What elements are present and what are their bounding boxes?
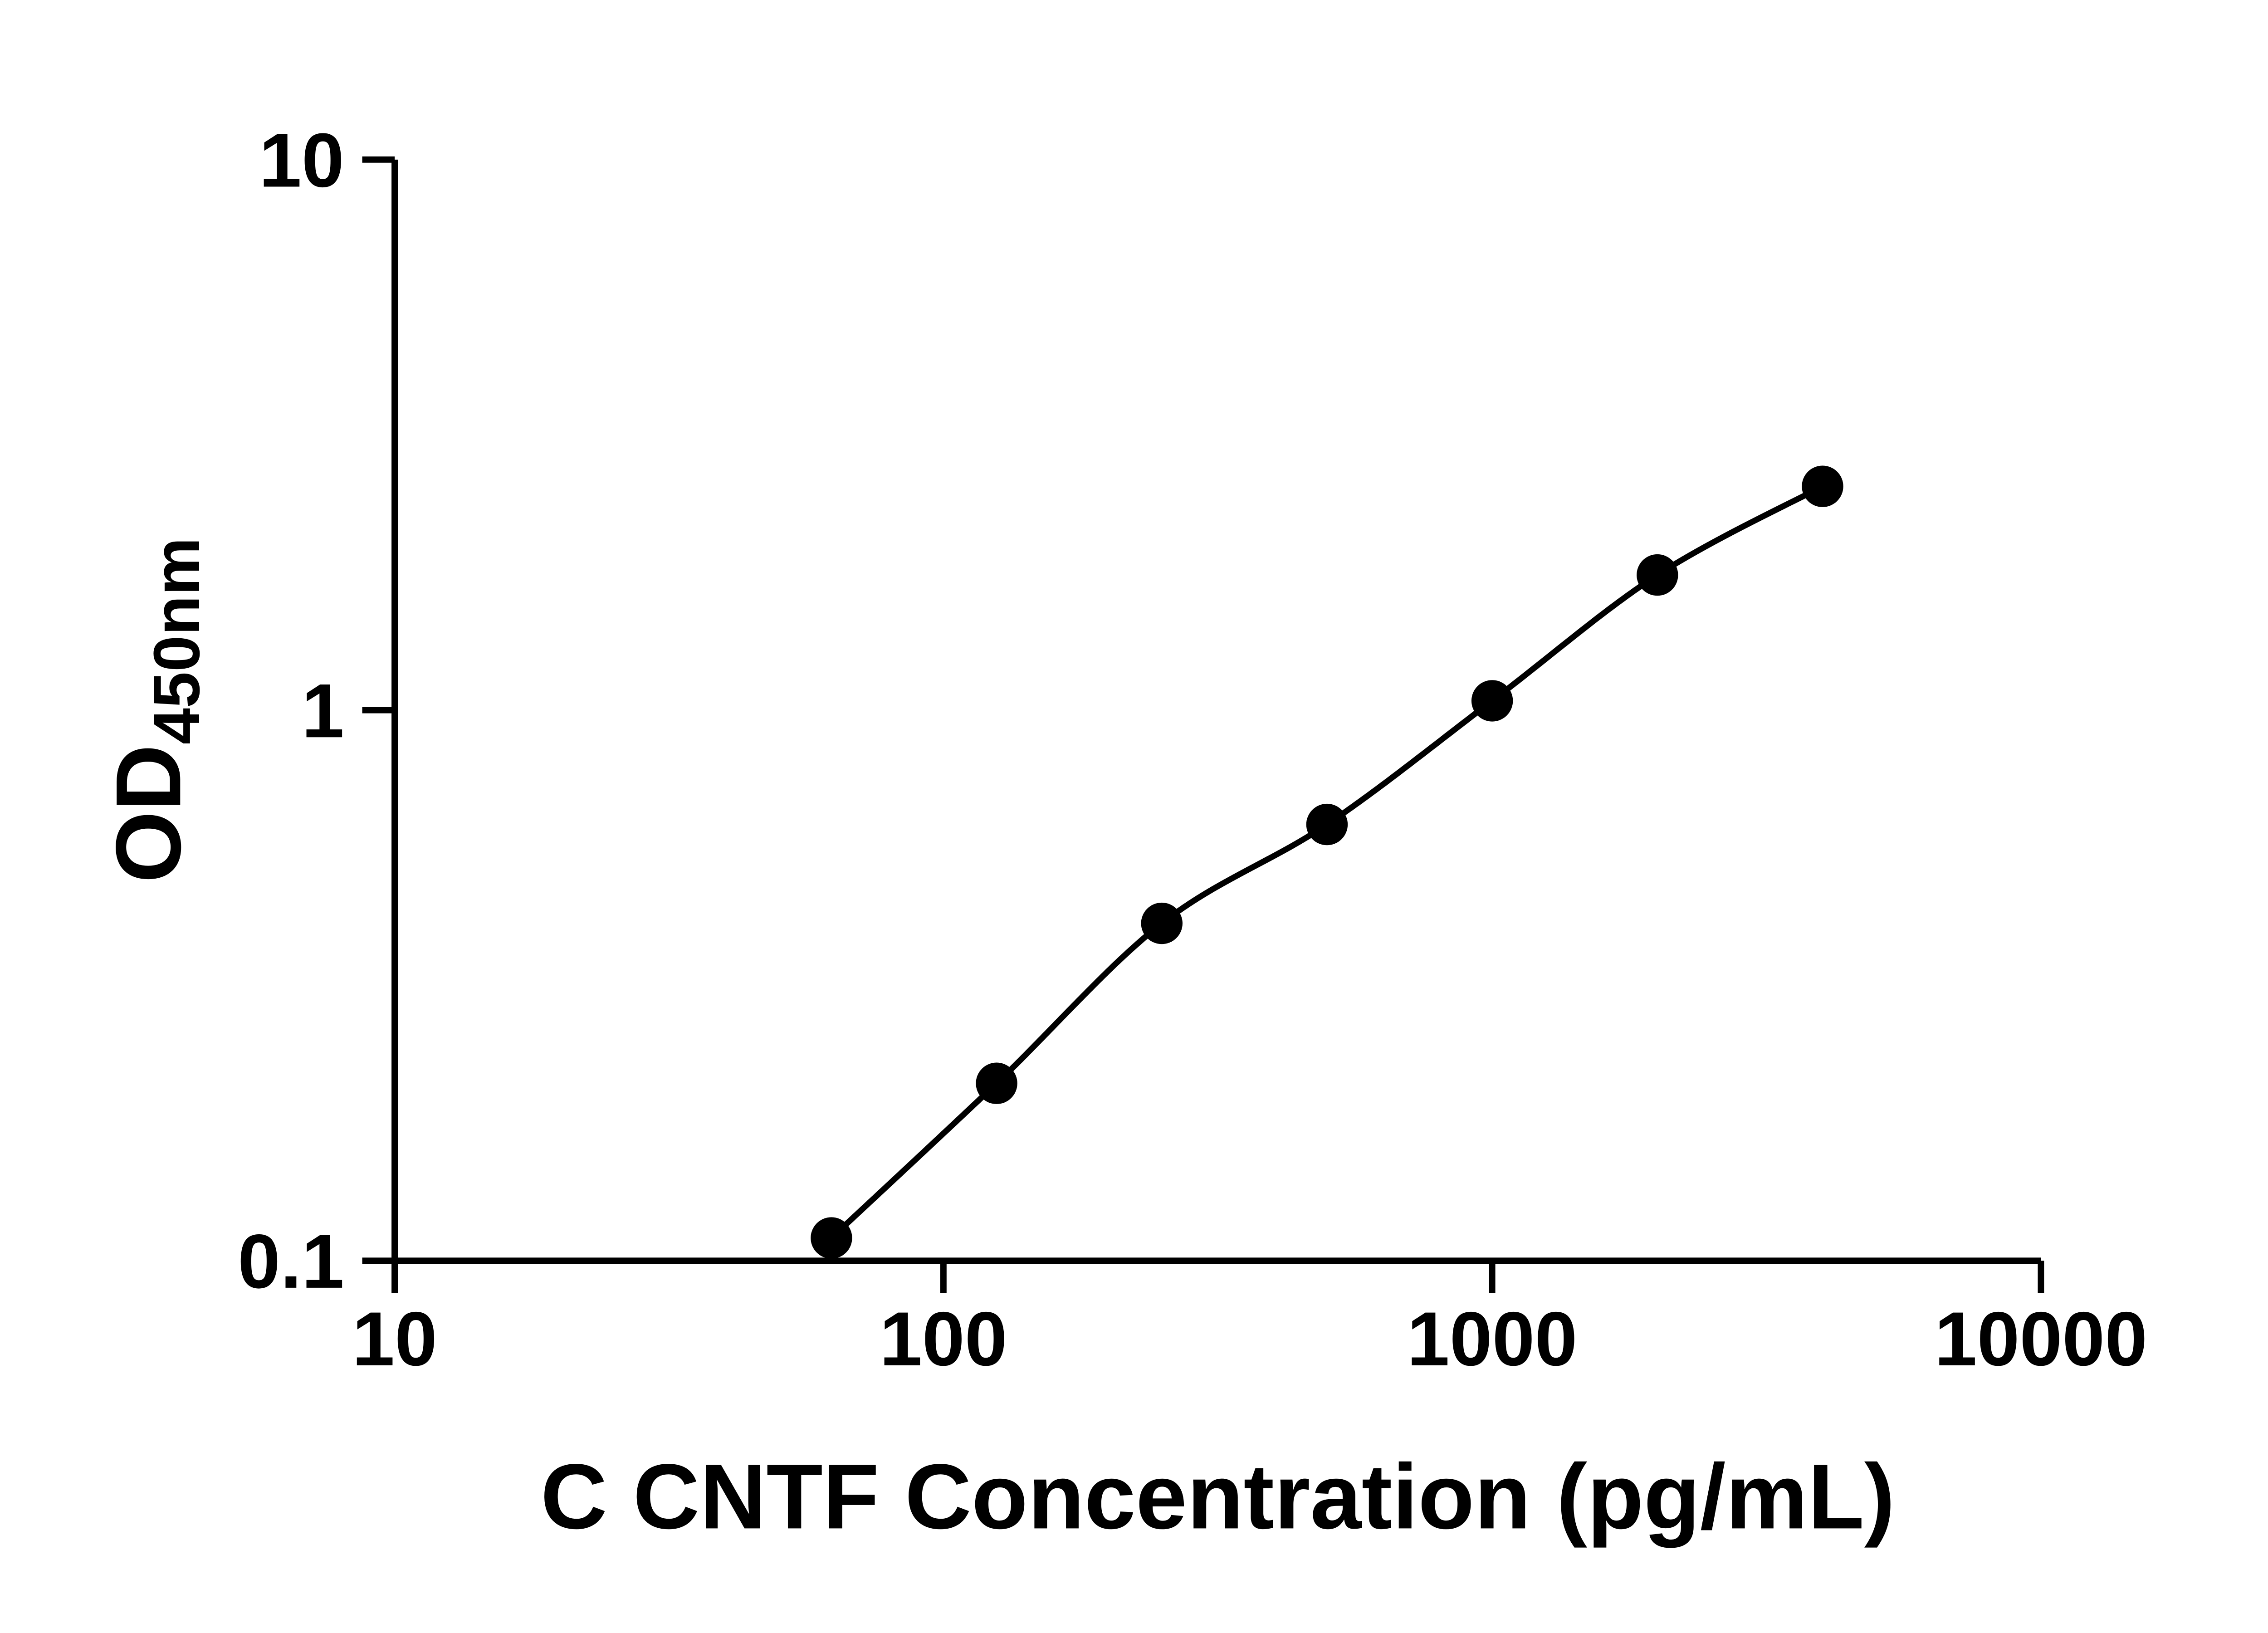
x-axis-title: C CNTF Concentration (pg/mL): [541, 1445, 1895, 1548]
data-point: [976, 1062, 1017, 1104]
data-point: [811, 1217, 852, 1259]
data-point: [1802, 465, 1843, 507]
x-tick-label: 1000: [1407, 1296, 1578, 1382]
data-point: [1637, 554, 1678, 596]
y-tick-label: 1: [302, 668, 344, 753]
y-tick-label: 10: [259, 117, 344, 203]
fit-curve: [829, 484, 1824, 1240]
data-point: [1306, 803, 1348, 846]
y-axis-title: OD450nm: [97, 538, 213, 883]
x-tick-label: 10000: [1935, 1296, 2148, 1382]
x-tick-label: 10: [352, 1296, 437, 1382]
axis-spine: [391, 159, 2041, 1264]
data-point: [1141, 902, 1183, 944]
y-tick-label: 0.1: [238, 1218, 344, 1304]
x-tick-label: 100: [880, 1296, 1007, 1382]
data-point: [1471, 680, 1513, 722]
